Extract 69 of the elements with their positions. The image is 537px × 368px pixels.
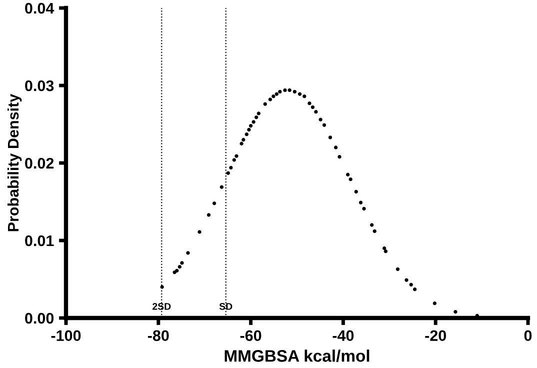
point [310,105,315,110]
point [314,110,318,114]
point [382,246,386,250]
point [248,124,253,128]
point [232,158,236,162]
x-tick-label: 0 [524,330,532,342]
point [175,268,179,273]
point [288,88,292,92]
x-tick-label: -100 [51,330,81,342]
point [242,138,246,142]
point [292,90,297,94]
point [274,92,279,96]
y-axis-title: Probability Density [7,94,22,232]
point [247,128,251,132]
point [354,190,358,194]
point [254,115,258,120]
y-tick-label: 0.03 [25,80,54,92]
point [229,166,233,170]
point [234,154,238,158]
y-tick-label: 0.01 [25,235,54,246]
y-tick-label: 0.00 [25,312,54,324]
point [220,185,224,189]
point [308,101,312,106]
point [338,154,342,159]
x-tick-label: -80 [148,330,169,342]
point [244,132,248,136]
point [346,172,350,176]
point [302,94,306,98]
ref-line-label: 2SD [152,302,171,310]
point [372,229,376,234]
x-tick-label: -20 [425,330,446,342]
y-tick-label: 0.04 [25,2,54,14]
x-tick-label: -60 [240,330,262,342]
point [322,123,326,127]
point [404,278,408,282]
point [178,265,182,269]
x-tick-label: -40 [332,330,354,342]
x-axis-title: MMGBSA kcal/mol [224,350,370,362]
point [318,118,322,122]
point [160,285,164,289]
point [180,261,184,265]
point [298,92,302,96]
point [412,287,417,292]
point [454,310,458,314]
point [272,94,276,98]
point [328,136,332,140]
point [362,206,366,211]
point [334,146,338,150]
ref-line-label: SD [219,302,232,310]
point [198,230,202,234]
point [252,120,256,124]
point [212,201,216,206]
point [263,102,267,106]
y-tick-label: 0.02 [25,158,54,169]
point [268,98,272,102]
point [348,177,352,182]
point [186,251,190,255]
point [358,200,363,204]
point [396,267,400,272]
point [240,142,244,146]
point [432,301,437,306]
point [283,88,287,92]
point [384,250,388,254]
point [226,171,230,175]
point [206,213,211,217]
point [256,112,260,116]
point [409,282,413,287]
point [370,223,374,227]
point [278,90,282,94]
